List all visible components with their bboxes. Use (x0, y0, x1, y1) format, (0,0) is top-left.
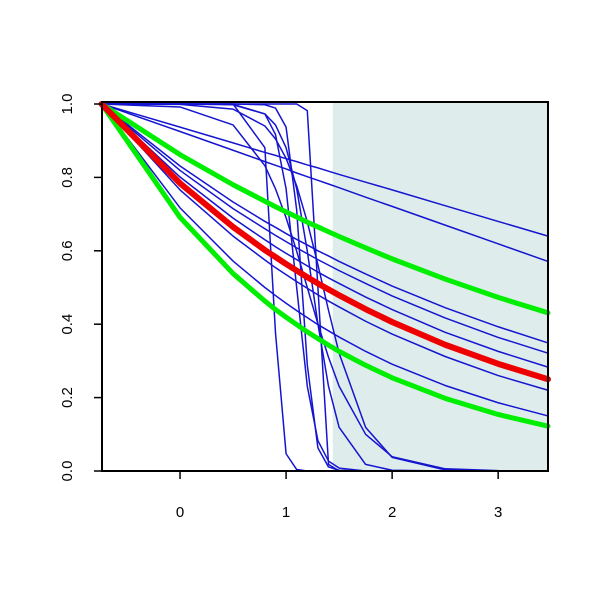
series-line (100, 103, 549, 237)
y-tick-label: 0.8 (59, 167, 76, 188)
series-line (99, 101, 551, 316)
series-line (100, 103, 549, 344)
y-tick-label: 0.2 (59, 387, 76, 408)
y-tick-label: 1.0 (59, 94, 76, 115)
series-line (100, 103, 549, 417)
x-tick-label: 1 (282, 504, 290, 521)
y-tick-label: 0.0 (59, 461, 76, 482)
series-line (99, 101, 551, 429)
x-tick-label: 2 (388, 504, 396, 521)
x-tick-label: 3 (494, 504, 502, 521)
series-line (98, 101, 551, 383)
series-line (100, 103, 549, 368)
series-line (100, 103, 549, 263)
series-line (100, 103, 549, 354)
plot-area (98, 101, 551, 472)
plot-frame (101, 101, 549, 472)
series-line (100, 103, 549, 472)
y-tick-label: 0.4 (59, 314, 76, 335)
x-tick-label: 0 (176, 504, 184, 521)
series-line (100, 103, 549, 472)
shaded-region (332, 102, 548, 471)
y-tick-label: 0.6 (59, 240, 76, 261)
